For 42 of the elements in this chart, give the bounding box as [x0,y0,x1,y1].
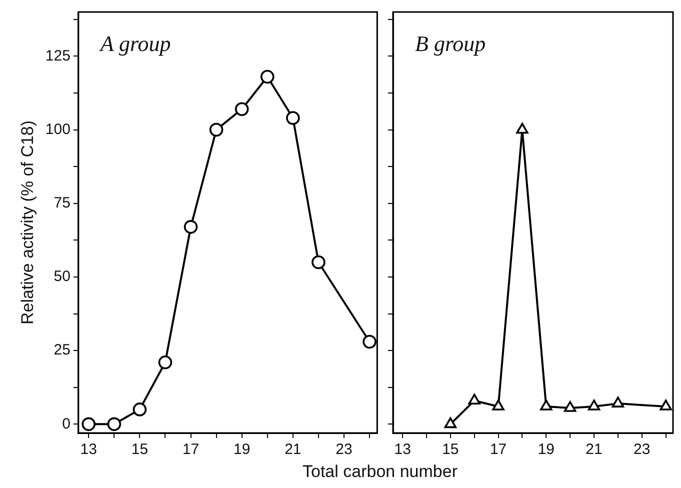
point [158,355,172,370]
x-tick-label: 23 [336,441,352,458]
y-axis-title: Relative activity (% of C18) [18,120,37,325]
point [492,400,504,410]
point [82,417,96,432]
y-tick-label: 50 [54,268,70,286]
point [516,122,528,134]
point [184,220,198,234]
x-tick-label: 15 [131,441,148,458]
x-tick-label: 17 [182,441,200,458]
point [312,255,326,270]
point [362,334,376,349]
x-tick-label: 23 [634,441,650,458]
point [612,396,624,408]
text: A group [98,30,171,56]
point [660,400,672,410]
point [234,102,249,116]
text: B group [415,30,486,56]
x-axis-title: Total carbon number [302,462,458,482]
x-tick-label: 15 [442,441,459,458]
point [132,402,147,416]
point [564,401,576,412]
x-tick-label: 19 [538,441,555,458]
y-tick-label: 0 [62,415,70,432]
point [209,122,224,137]
point [260,70,274,84]
x-tick-label: 17 [490,441,507,458]
point [468,394,480,405]
x-tick-label: 21 [284,441,302,458]
y-tick-label: 25 [54,342,70,359]
point [107,417,122,432]
y-tick-label: 125 [45,47,70,64]
x-tick-label: 13 [394,441,411,458]
x-tick-label: 13 [80,441,97,458]
x-tick-label: 19 [234,441,250,458]
y-tick-label: 75 [54,194,70,212]
point [286,111,300,125]
y-tick-label: 100 [45,120,70,138]
point [444,417,457,428]
x-tick-label: 21 [586,441,602,458]
point [540,400,552,410]
point [588,400,600,410]
